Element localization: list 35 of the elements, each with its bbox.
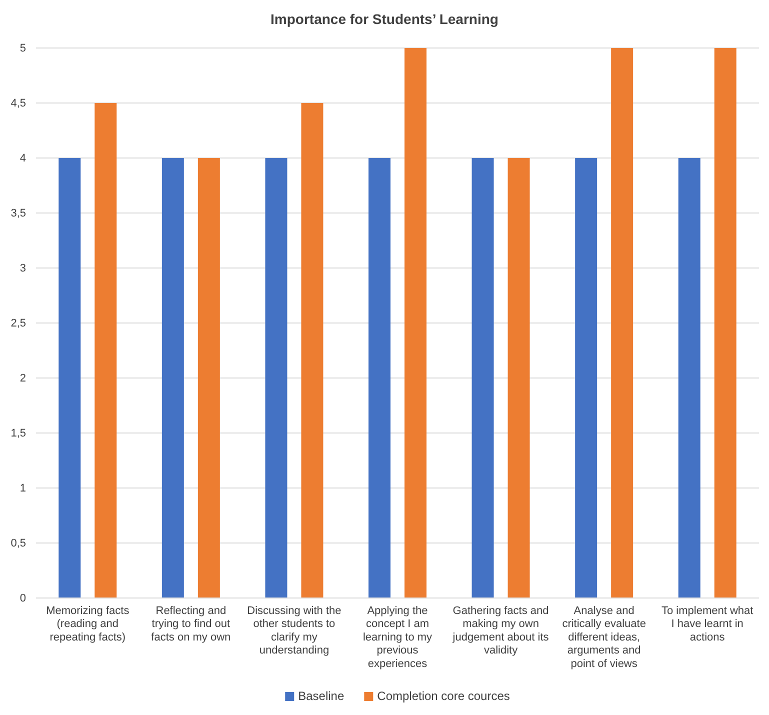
y-tick-label: 2 xyxy=(20,372,26,385)
y-tick-label: 3,5 xyxy=(10,208,26,220)
x-tick-label: Memorizing facts (reading and repeating facts) xyxy=(46,605,130,644)
bar xyxy=(58,158,81,598)
y-tick-label: 5 xyxy=(20,42,26,55)
legend-label: Baseline xyxy=(298,689,344,703)
y-tick-label: 2,5 xyxy=(10,318,26,330)
x-tick-label: Reflecting and trying to find out facts on my own xyxy=(151,605,231,644)
bar xyxy=(508,158,530,598)
bar xyxy=(301,103,324,598)
bar xyxy=(678,158,700,598)
y-tick-label: 3 xyxy=(20,262,26,275)
y-tick-label: 0 xyxy=(20,592,26,605)
y-tick-label: 0,5 xyxy=(10,538,26,550)
y-tick-label: 1 xyxy=(20,482,26,495)
bar xyxy=(368,158,390,598)
x-tick-label: Gathering facts and making my own judgement about its validity xyxy=(452,605,550,657)
bar xyxy=(198,158,220,598)
bar xyxy=(575,158,598,598)
x-tick-label: Applying the concept I am learning to my previous experiences xyxy=(362,605,433,670)
bar xyxy=(162,158,184,598)
bar xyxy=(404,48,426,598)
x-tick-label: Discussing with the other students to clarify my understanding xyxy=(247,605,342,657)
bar xyxy=(714,48,736,598)
y-tick-label: 4 xyxy=(20,152,26,165)
legend-label: Completion core cources xyxy=(377,689,510,703)
bar xyxy=(472,158,494,598)
chart-title: Importance for Students’ Learning xyxy=(270,11,498,27)
x-tick-label: To implement what I have learnt in actions xyxy=(662,605,754,644)
x-tick-label: Analyse and critically evaluate different ideas, arguments and point of views xyxy=(562,605,646,670)
bar xyxy=(265,158,288,598)
y-tick-label: 4,5 xyxy=(10,98,26,110)
bar xyxy=(611,48,634,598)
bar xyxy=(94,103,117,598)
y-tick-label: 1,5 xyxy=(10,428,26,440)
